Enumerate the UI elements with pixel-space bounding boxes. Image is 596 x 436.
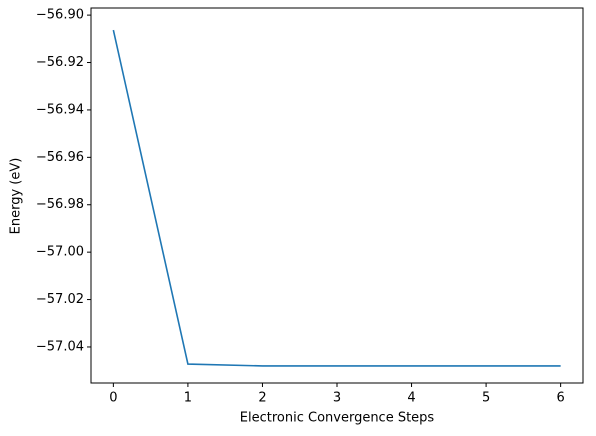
y-tick-label: −57.04 [36,339,84,354]
y-tick-label: −56.92 [36,55,84,70]
y-axis-label: Energy (eV) [9,158,24,235]
y-tick-label: −56.94 [36,102,84,117]
x-axis-label: Electronic Convergence Steps [240,411,435,426]
y-tick-label: −56.98 [36,197,84,212]
y-tick-label: −57.02 [36,292,84,307]
y-tick-label: −57.00 [36,245,84,260]
y-tick-label: −56.90 [36,8,84,23]
x-tick-label: 4 [407,391,415,406]
x-tick-label: 2 [258,391,266,406]
x-tick-label: 5 [482,391,490,406]
data-line [112,29,561,367]
axes-frame [90,7,584,384]
x-tick-label: 6 [556,391,564,406]
x-tick-label: 3 [333,391,341,406]
x-tick-label: 1 [184,391,192,406]
y-tick-label: −56.96 [36,150,84,165]
x-tick-label: 0 [109,391,117,406]
